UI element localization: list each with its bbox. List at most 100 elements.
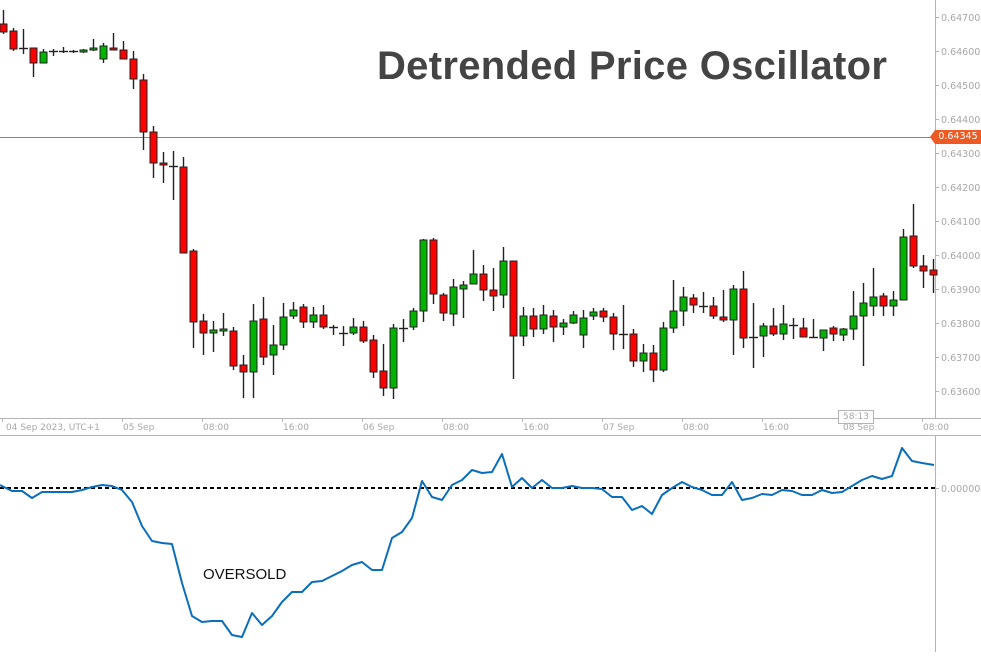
candle [149, 126, 158, 178]
zero-axis-label: 0.00000 [941, 484, 980, 495]
candles-group [0, 10, 938, 399]
candle [489, 268, 498, 311]
candle [899, 229, 908, 301]
candle [439, 293, 448, 321]
candlestick-chart[interactable]: 0.64700 0.64600 0.64500 0.64400 0.64300 0.642… [0, 0, 981, 418]
candle [809, 319, 818, 339]
candle [869, 268, 878, 316]
candle [709, 297, 718, 319]
candle [879, 293, 888, 316]
time-label: 05 Sep [123, 423, 155, 433]
price-axis-label: 0.64100 [941, 217, 980, 228]
time-axis[interactable]: 04 Sep 2023, UTC+1 05 Sep 08:00 16:00 06… [0, 418, 981, 436]
candle [459, 281, 468, 318]
candle [719, 290, 728, 322]
time-ticks [2, 418, 923, 422]
candle [589, 308, 598, 320]
candle [829, 326, 838, 341]
price-axis-label: 0.63700 [941, 353, 980, 364]
candle [19, 29, 28, 54]
price-axis-label: 0.64700 [941, 13, 980, 24]
price-chart-panel[interactable]: 0.64700 0.64600 0.64500 0.64400 0.64300 0.642… [0, 0, 981, 418]
candle [289, 302, 298, 319]
candle [169, 151, 178, 200]
candle [209, 321, 218, 352]
price-axis-label: 0.63600 [941, 387, 980, 398]
time-label: 04 Sep 2023, UTC+1 [6, 423, 100, 433]
candle [469, 250, 478, 285]
candle [759, 323, 768, 357]
candle [849, 291, 858, 340]
candle [59, 47, 68, 53]
candle [729, 285, 738, 355]
candle [359, 321, 368, 343]
candle [189, 249, 198, 348]
candle [609, 313, 618, 350]
candle [689, 294, 698, 313]
candle [239, 355, 248, 398]
oversold-annotation: OVERSOLD [203, 566, 287, 583]
candle [659, 322, 668, 372]
dpo-line-chart[interactable]: 0.00000 [0, 436, 981, 652]
candle [429, 238, 438, 304]
chart-title: Detrended Price Oscillator [377, 44, 888, 88]
candle [449, 279, 458, 326]
candle [699, 292, 708, 313]
candle [249, 304, 258, 398]
candle [369, 335, 378, 378]
candle [9, 28, 18, 51]
candle [909, 204, 918, 268]
candle [49, 49, 58, 56]
candle [419, 239, 428, 322]
dpo-line [0, 447, 935, 638]
candle [579, 310, 588, 348]
candle [399, 319, 408, 342]
price-axis-label: 0.64600 [941, 47, 980, 58]
candle [629, 329, 638, 367]
candle [379, 344, 388, 396]
candle [749, 303, 758, 368]
candle [769, 308, 778, 336]
candle [779, 305, 788, 340]
candle [319, 305, 328, 329]
candle [199, 314, 208, 355]
candle [569, 311, 578, 324]
time-label: 16:00 [763, 423, 789, 433]
candle [539, 305, 548, 334]
candle [859, 283, 868, 366]
candle [79, 49, 88, 53]
candle [259, 297, 268, 365]
candle [299, 304, 308, 328]
price-axis-label: 0.64400 [941, 115, 980, 126]
candle [669, 280, 678, 333]
candle [0, 10, 8, 34]
candle [549, 310, 558, 342]
candle [349, 318, 358, 335]
candle [519, 307, 528, 346]
candle [109, 33, 118, 51]
candle [409, 308, 418, 330]
time-label: 08:00 [203, 423, 229, 433]
current-price-tag: 0.64345 [930, 130, 981, 144]
time-label: 08:00 [923, 423, 949, 433]
candle [279, 303, 288, 350]
candle [559, 319, 568, 335]
candle [389, 324, 398, 399]
candle [789, 318, 798, 339]
candle [89, 39, 98, 51]
price-axis-label: 0.64000 [941, 251, 980, 262]
candle [159, 152, 168, 183]
candle [839, 328, 848, 341]
candle [229, 327, 238, 370]
candle [309, 307, 318, 328]
oscillator-panel[interactable]: 0.00000 [0, 436, 981, 652]
candle [619, 305, 628, 349]
candle [99, 43, 108, 63]
candle [479, 265, 488, 301]
candle [39, 49, 48, 64]
candle [499, 247, 508, 308]
candle [679, 287, 688, 326]
price-axis-label: 0.64500 [941, 81, 980, 92]
candle [329, 325, 338, 335]
candle [69, 50, 78, 53]
